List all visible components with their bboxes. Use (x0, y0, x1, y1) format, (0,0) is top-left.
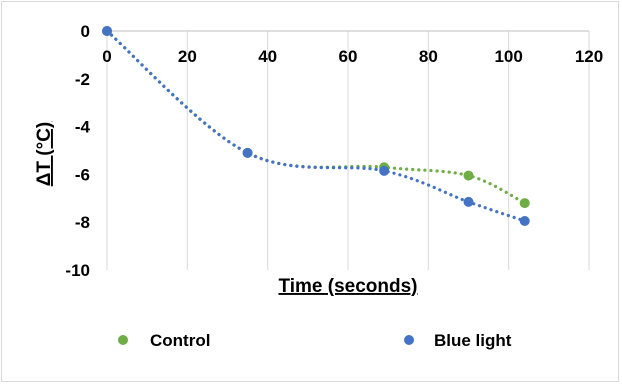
y-tick-label: -8 (75, 213, 90, 232)
legend-label-blue-light: Blue light (434, 331, 512, 350)
y-tick-label: -2 (75, 70, 90, 89)
point-blue-light (463, 196, 474, 207)
x-tick-label: 0 (102, 47, 111, 66)
point-blue-light (379, 165, 390, 176)
x-tick-label: 20 (178, 47, 197, 66)
axes (106, 30, 589, 270)
x-tick-label: 40 (258, 47, 277, 66)
y-tick-label: -10 (65, 261, 90, 280)
legend-label-control: Control (150, 331, 210, 350)
trendline-control (105, 29, 527, 205)
legend: Control Blue light (118, 331, 512, 350)
point-control (519, 198, 530, 209)
point-control (463, 170, 474, 181)
x-tick-label: 80 (419, 47, 438, 66)
data-points (102, 26, 530, 227)
y-tick-label: 0 (81, 22, 90, 41)
y-axis-title: ΔT (°C) (34, 122, 55, 187)
x-tick-labels: 0 20 40 60 80 100 120 (102, 47, 603, 66)
x-axis-title: Time (seconds) (278, 276, 417, 297)
point-blue-light (519, 216, 530, 227)
grid (186, 31, 590, 270)
legend-marker-blue-light (404, 335, 414, 345)
x-tick-label: 60 (339, 47, 358, 66)
trendlines (105, 29, 527, 223)
y-tick-label: -6 (75, 165, 90, 184)
x-tick-label: 100 (494, 47, 522, 66)
point-blue-light (102, 26, 112, 36)
trendline-blue-light (105, 29, 527, 223)
point-blue-light (242, 147, 253, 158)
y-tick-labels: 0 -2 -4 -6 -8 -10 (65, 22, 90, 280)
y-tick-label: -4 (75, 118, 91, 137)
x-tick-label: 120 (575, 47, 603, 66)
legend-marker-control (118, 335, 128, 345)
